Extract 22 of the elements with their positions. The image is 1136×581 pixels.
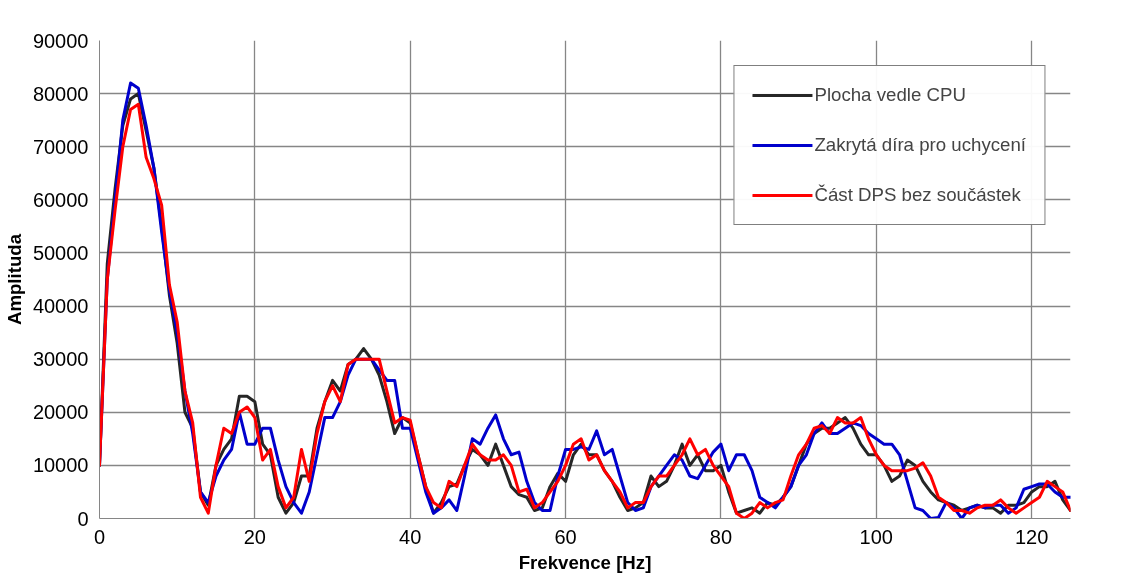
x-tick-label: 60: [554, 525, 577, 548]
legend-label: Část DPS bez součástek: [814, 184, 1021, 206]
y-tick-label: 50000: [32, 241, 89, 264]
legend-label: Plocha vedle CPU: [814, 84, 966, 106]
y-tick-label: 30000: [32, 348, 89, 371]
y-tick-label: 0: [77, 507, 89, 530]
x-axis-title: Frekvence [Hz]: [518, 551, 652, 573]
x-tick-label: 40: [399, 525, 422, 548]
x-tick-label: 80: [709, 525, 733, 548]
y-tick-label: 90000: [32, 29, 89, 52]
x-tick-label: 20: [243, 525, 266, 548]
y-tick-label: 10000: [32, 454, 89, 477]
x-tick-label: 100: [859, 525, 893, 548]
y-tick-label: 60000: [32, 188, 89, 211]
legend-label: Zakrytá díra pro uchycení: [814, 134, 1026, 156]
y-tick-label: 80000: [32, 82, 89, 105]
y-tick-label: 20000: [32, 401, 89, 424]
y-axis-title: Amplituda: [3, 233, 25, 326]
y-tick-label: 40000: [32, 295, 89, 318]
x-tick-label: 120: [1014, 525, 1049, 548]
y-tick-label: 70000: [32, 135, 89, 158]
x-tick-label: 0: [93, 525, 106, 548]
